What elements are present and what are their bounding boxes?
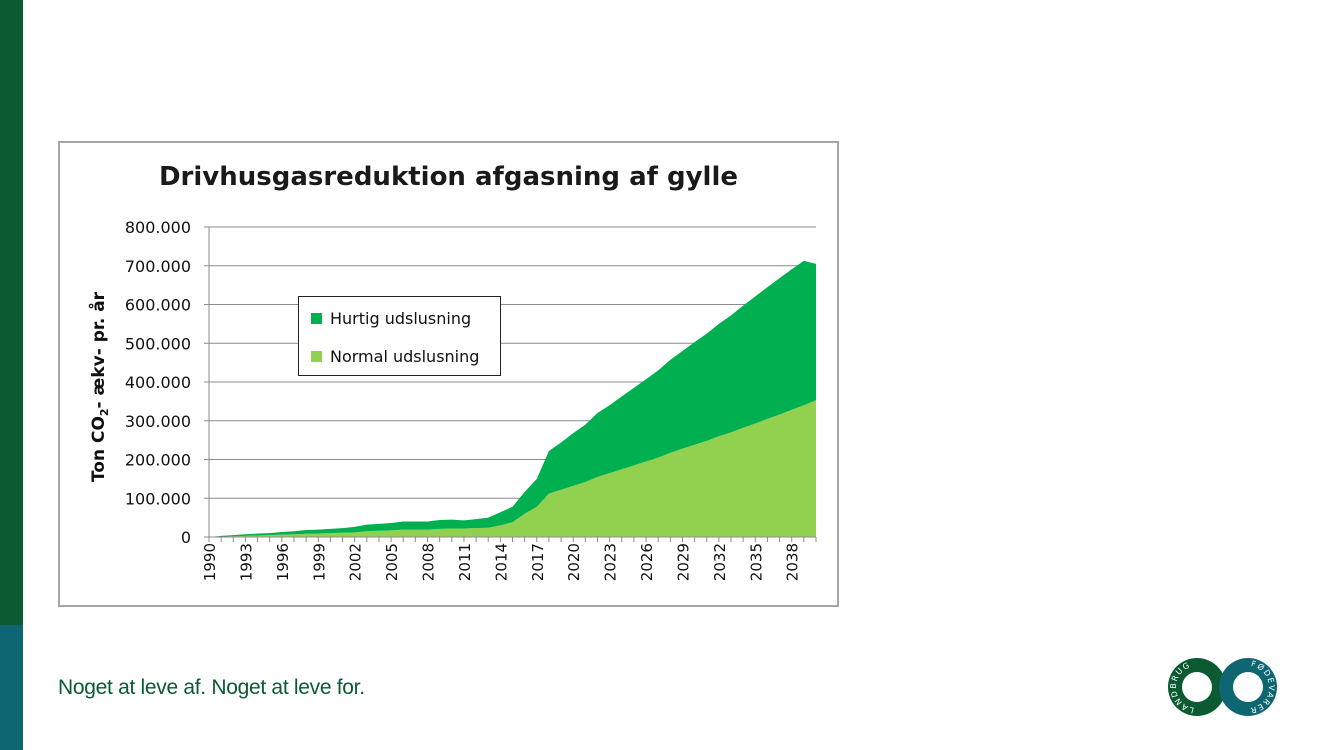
x-tick-label: 2026 — [638, 543, 656, 581]
x-tick-label: 2035 — [747, 543, 765, 581]
sidebar-accent-green — [0, 0, 23, 625]
logo-left-hole — [1182, 672, 1212, 702]
legend-item-normal: Normal udslusning — [311, 344, 479, 368]
x-tick-label: 1990 — [201, 543, 219, 581]
legend-swatch-hurtig — [311, 312, 322, 324]
legend-item-hurtig: Hurtig udslusning — [311, 306, 471, 330]
x-tick-label: 2014 — [492, 543, 510, 581]
x-tick-label: 2032 — [711, 543, 729, 581]
x-tick-label: 1996 — [274, 543, 292, 581]
x-tick-label: 1999 — [310, 543, 328, 581]
y-tick-label: 0 — [181, 528, 191, 547]
landbrug-fodevarer-logo: LANDBRUG FØDEVARER — [1168, 658, 1277, 716]
sidebar-accent-teal — [0, 625, 23, 750]
x-tick-label: 2029 — [674, 543, 692, 581]
y-tick-label: 100.000 — [125, 489, 191, 508]
y-tick-label: 800.000 — [125, 218, 191, 237]
y-tick-label: 400.000 — [125, 373, 191, 392]
x-tick-label: 2008 — [420, 543, 438, 581]
x-tick-label: 2020 — [565, 543, 583, 581]
x-tick-label: 2017 — [529, 543, 547, 581]
area-series-hurtig — [209, 260, 816, 537]
legend-label-normal: Normal udslusning — [330, 346, 480, 366]
y-tick-label: 600.000 — [125, 296, 191, 315]
x-tick-label: 1993 — [237, 543, 255, 581]
logo-right-hole — [1233, 672, 1263, 702]
footer-tagline: Noget at leve af. Noget at leve for. — [58, 676, 365, 699]
area-series-normal — [209, 400, 816, 537]
x-tick-label: 2005 — [383, 543, 401, 581]
x-tick-label: 2002 — [347, 543, 365, 581]
y-tick-label: 500.000 — [125, 334, 191, 353]
chart-legend: Hurtig udslusning Normal udslusning — [298, 296, 501, 376]
x-tick-label: 2038 — [784, 543, 802, 581]
y-tick-label: 200.000 — [125, 451, 191, 470]
y-tick-label: 700.000 — [125, 257, 191, 276]
x-tick-label: 2011 — [456, 543, 474, 581]
x-tick-label: 2023 — [602, 543, 620, 581]
legend-label-hurtig: Hurtig udslusning — [330, 308, 472, 328]
legend-swatch-normal — [311, 350, 322, 362]
chart-title: Drivhusgasreduktion afgasning af gylle — [158, 162, 739, 192]
y-tick-label: 300.000 — [125, 412, 191, 431]
